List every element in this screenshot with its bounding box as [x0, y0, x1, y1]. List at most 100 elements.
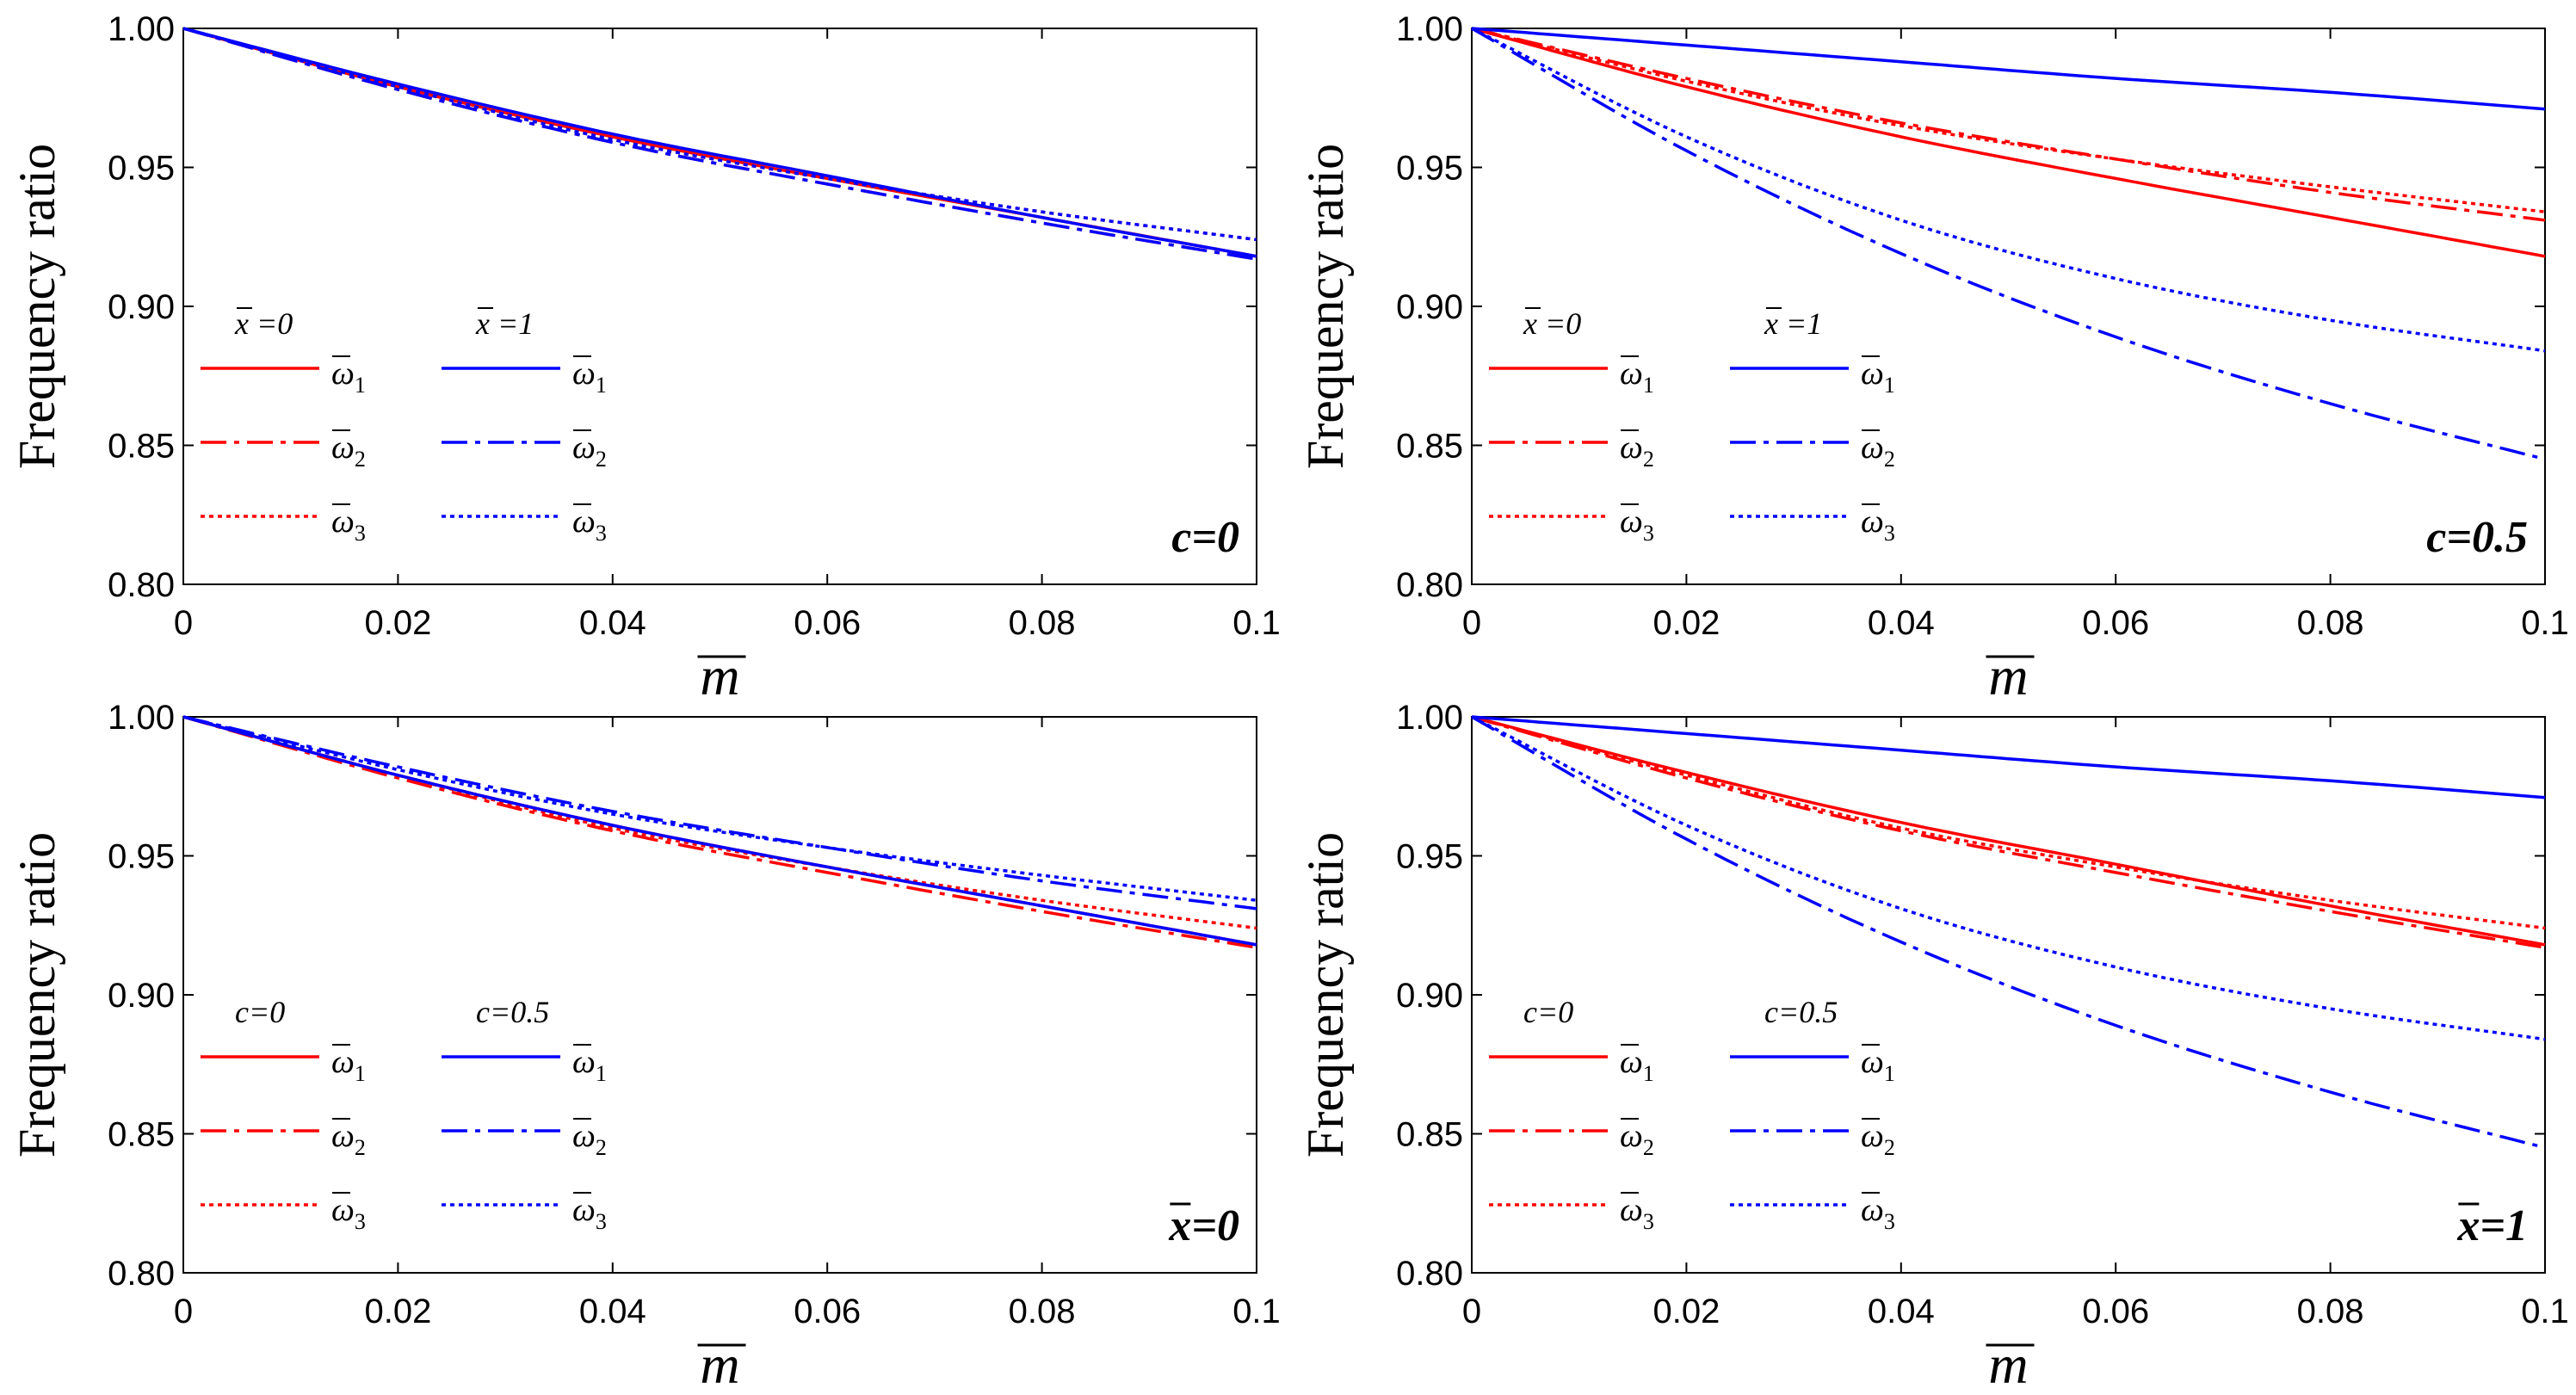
legend-entry-label: ω2 — [1861, 429, 1895, 472]
x-tick-label: 0 — [174, 1293, 193, 1330]
series-line-4 — [182, 27, 1257, 258]
legend-entry-label: ω1 — [1620, 1044, 1654, 1086]
series-line-1 — [1471, 27, 2546, 258]
x-axis-label: m — [1988, 1334, 2028, 1395]
legend-entry-label: ω3 — [1620, 503, 1654, 546]
legend-entry-label: ω2 — [1620, 1118, 1654, 1160]
series-line-4 — [1471, 715, 2546, 799]
x-tick-label: 0.06 — [2082, 604, 2149, 642]
legend-entry-label: ω2 — [1861, 1118, 1895, 1160]
series-line-5 — [182, 27, 1257, 261]
x-tick-label: 0.06 — [794, 604, 861, 642]
legend-entry-subscript: 2 — [596, 447, 607, 472]
y-tick-label: 0.95 — [1396, 150, 1463, 188]
legend-entry-label: ω3 — [1861, 1192, 1895, 1234]
legend-entry-subscript: 2 — [355, 447, 366, 472]
x-tick-label: 0.08 — [1009, 604, 1076, 642]
x-tick-label: 0.1 — [2521, 604, 2569, 642]
legend-entry-label: ω1 — [572, 355, 607, 398]
series-line-6 — [1471, 715, 2546, 1041]
y-tick-label: 0.85 — [108, 1116, 175, 1154]
legend-entry-subscript: 2 — [1643, 1135, 1654, 1160]
plot-frame — [182, 28, 1257, 585]
x-tick-label: 0.02 — [1652, 604, 1720, 642]
series-line-1 — [1471, 715, 2546, 947]
legend-entry-label: ω1 — [572, 1044, 607, 1086]
series-line-2 — [182, 27, 1257, 261]
x-tick-label: 0.02 — [364, 1293, 431, 1330]
legend-entry-label: ω1 — [331, 1044, 366, 1086]
series-line-6 — [182, 715, 1257, 902]
x-tick-label: 0.04 — [579, 604, 646, 642]
series-line-1 — [182, 27, 1257, 258]
y-axis-label: Frequency ratio — [9, 832, 65, 1157]
y-tick-label: 1.00 — [108, 699, 175, 737]
x-tick-label: 0 — [1462, 1293, 1481, 1330]
series-line-3 — [1471, 715, 2546, 930]
x-tick-label: 0.1 — [1232, 604, 1281, 642]
legend-entry-subscript: 1 — [596, 1061, 607, 1086]
legend-entry-subscript: 3 — [596, 1209, 607, 1234]
y-tick-label: 0.90 — [108, 977, 175, 1015]
y-axis-label: Frequency ratio — [9, 144, 65, 469]
series-line-6 — [1471, 27, 2546, 353]
y-tick-label: 1.00 — [1396, 10, 1463, 48]
x-tick-label: 0.06 — [2082, 1293, 2149, 1330]
chart-panel-3: 0 0.02 0.04 0.06 0.08 0.1 0.80 0.85 0.90 0.95 1.00… — [9, 699, 1281, 1395]
plot-frame — [182, 716, 1257, 1274]
legend-entry-subscript: 1 — [1884, 373, 1895, 398]
panel-annotation: x=0 — [1168, 1201, 1239, 1250]
legend-entry-label: ω1 — [1620, 355, 1654, 398]
legend-group-header: c=0 — [1523, 995, 1573, 1029]
x-tick-label: 0 — [1462, 604, 1481, 642]
legend-group-header: x =0 — [234, 306, 293, 341]
legend-entry-subscript: 3 — [355, 1209, 366, 1234]
panel-annotation: c=0.5 — [2426, 513, 2528, 562]
legend-entry-label: ω2 — [331, 1118, 366, 1160]
x-tick-label: 0.02 — [364, 604, 431, 642]
x-tick-label: 0.08 — [2297, 1293, 2364, 1330]
legend-entry-label: ω2 — [572, 429, 607, 472]
x-tick-label: 0.04 — [1868, 604, 1935, 642]
legend-entry-label: ω1 — [1861, 355, 1895, 398]
x-tick-label: 0.04 — [579, 1293, 646, 1330]
chart-panel-1: 0 0.02 0.04 0.06 0.08 0.1 0.80 0.85 0.90 0.95 1.00… — [9, 10, 1281, 707]
legend-entry-subscript: 2 — [1884, 447, 1895, 472]
series-line-4 — [182, 715, 1257, 947]
y-tick-label: 0.80 — [1396, 1255, 1463, 1293]
legend-entry-subscript: 2 — [1884, 1135, 1895, 1160]
legend-entry-subscript: 3 — [1643, 521, 1654, 546]
legend-entry-subscript: 2 — [1643, 447, 1654, 472]
y-tick-label: 0.90 — [1396, 977, 1463, 1015]
series-line-2 — [182, 715, 1257, 949]
series-line-4 — [1471, 27, 2546, 111]
x-tick-label: 0.04 — [1868, 1293, 1935, 1330]
y-tick-label: 1.00 — [108, 10, 175, 48]
series-line-6 — [182, 27, 1257, 242]
legend-group-header: c=0.5 — [1764, 995, 1838, 1029]
x-tick-label: 0 — [174, 604, 193, 642]
x-tick-label: 0.06 — [794, 1293, 861, 1330]
legend-entry-label: ω3 — [1620, 1192, 1654, 1234]
series-line-5 — [1471, 27, 2546, 461]
panel-annotation: x=1 — [2456, 1201, 2528, 1250]
y-tick-label: 0.85 — [1396, 428, 1463, 466]
legend-entry-subscript: 3 — [1884, 1209, 1895, 1234]
y-tick-label: 0.90 — [1396, 288, 1463, 326]
series-line-5 — [182, 715, 1257, 910]
legend-entry-subscript: 3 — [1643, 1209, 1654, 1234]
legend-entry-label: ω3 — [1861, 503, 1895, 546]
legend-entry-label: ω2 — [331, 429, 366, 472]
legend-entry-label: ω3 — [331, 503, 366, 546]
series-line-5 — [1471, 715, 2546, 1150]
legend-entry-subscript: 1 — [355, 1061, 366, 1086]
legend-entry-subscript: 2 — [355, 1135, 366, 1160]
y-axis-label: Frequency ratio — [1297, 832, 1354, 1157]
chart-panel-4: 0 0.02 0.04 0.06 0.08 0.1 0.80 0.85 0.90 0.95 1.00… — [1297, 699, 2569, 1395]
legend-group-header: x =1 — [475, 306, 534, 341]
legend-entry-subscript: 1 — [596, 373, 607, 398]
chart-panel-2: 0 0.02 0.04 0.06 0.08 0.1 0.80 0.85 0.90 0.95 1.00… — [1297, 10, 2569, 707]
legend-group-header: x =1 — [1764, 306, 1822, 341]
y-tick-label: 0.85 — [108, 428, 175, 466]
x-tick-label: 0.08 — [2297, 604, 2364, 642]
